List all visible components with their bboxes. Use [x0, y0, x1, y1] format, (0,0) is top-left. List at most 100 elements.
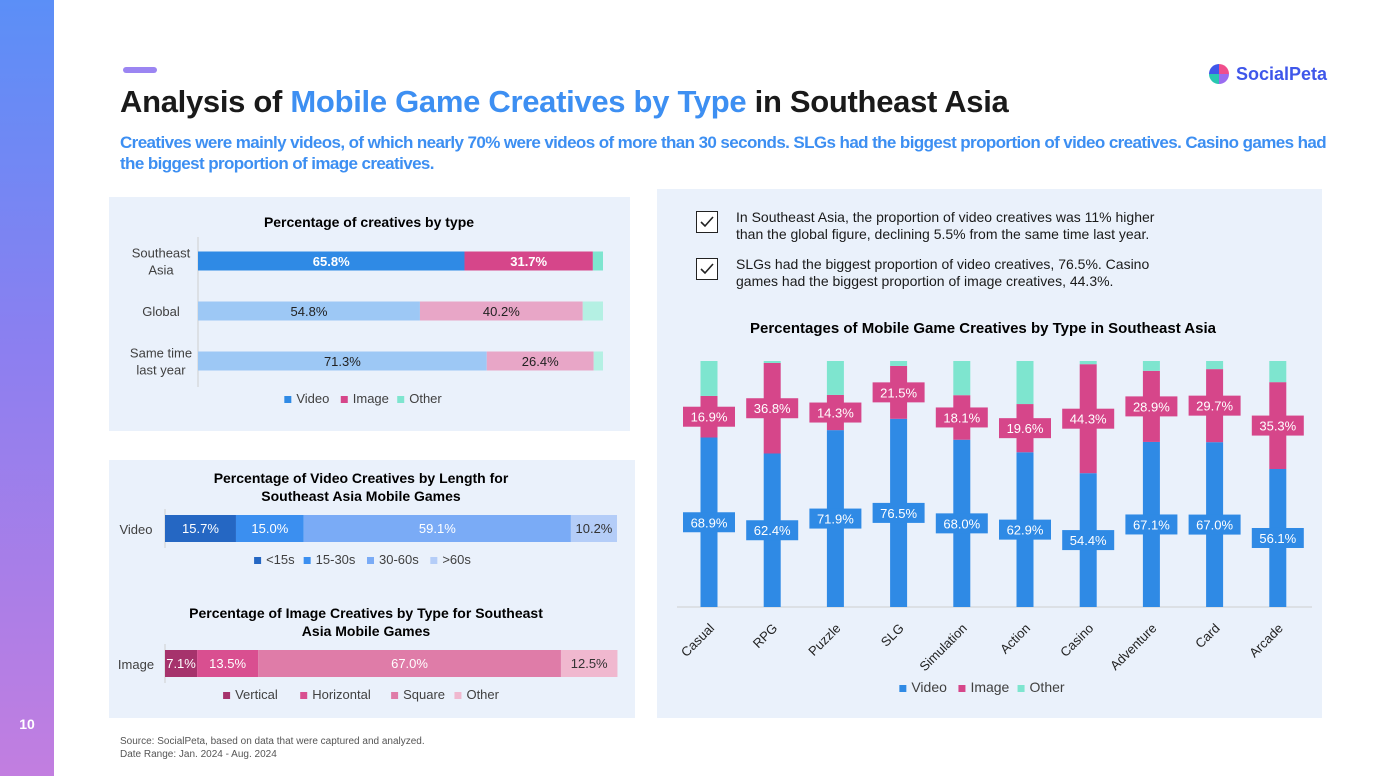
data-label-box	[1188, 514, 1241, 535]
data-label: 68.9%	[691, 515, 728, 530]
data-label: 14.3%	[817, 406, 854, 421]
bar-segment	[165, 650, 198, 677]
genre-breakdown-panel: Percentages of Mobile Game Creatives by …	[657, 189, 1322, 718]
data-label-box	[809, 508, 862, 529]
legend-swatch	[367, 557, 374, 564]
page-number: 10	[19, 716, 35, 732]
legend-swatch	[958, 685, 966, 692]
category-label: Adventure	[1107, 621, 1160, 674]
chart-title: Asia Mobile Games	[302, 623, 431, 639]
category-label: Same time	[130, 346, 192, 361]
chart-title: Southeast Asia Mobile Games	[261, 488, 461, 504]
data-label-box	[935, 513, 988, 534]
category-label: SLG	[878, 621, 907, 650]
source-note: Source: SocialPeta, based on data that w…	[120, 735, 425, 761]
bar-segment	[560, 650, 618, 677]
creatives-by-type-chart: Percentage of creatives by type Southeast…	[130, 214, 603, 406]
bar-segment	[953, 361, 971, 396]
data-label-box	[1251, 415, 1304, 436]
data-label: 10.2%	[576, 521, 613, 536]
category-label: last year	[136, 363, 186, 378]
data-label: 44.3%	[1070, 412, 1107, 427]
socialpeta-logo-icon	[1209, 64, 1229, 84]
video-image-breakdown-panel: Percentage of Video Creatives by Length …	[109, 460, 635, 718]
data-label-box	[1251, 527, 1304, 548]
socialpeta-logo: SocialPeta	[1208, 62, 1327, 86]
legend-swatch	[254, 557, 262, 564]
side-strip	[0, 0, 54, 776]
data-label-box	[1062, 530, 1115, 551]
legend-swatch	[454, 692, 462, 699]
data-label: 15.7%	[182, 521, 219, 536]
data-label: 67.0%	[1196, 518, 1233, 533]
legend-swatch	[284, 396, 292, 403]
bar-segment	[198, 301, 420, 321]
title-part-2: in Southeast Asia	[746, 84, 1009, 119]
bar-segment	[419, 301, 583, 321]
bar-segment	[592, 251, 603, 271]
legend-label: Horizontal	[312, 687, 371, 702]
legend-label: Video	[296, 391, 329, 406]
insight-row-1: In Southeast Asia, the proportion of vid…	[696, 209, 1176, 243]
legend-label: Other	[466, 687, 499, 702]
data-label: 59.1%	[419, 521, 456, 536]
legend-swatch	[1017, 685, 1025, 692]
bar-segment	[165, 515, 236, 542]
data-label: 62.9%	[1007, 523, 1044, 538]
bar-segment	[235, 515, 304, 542]
category-label: Simulation	[916, 621, 970, 675]
data-label: 26.4%	[522, 354, 559, 369]
bar-segment	[763, 361, 781, 363]
bar-segment	[303, 515, 571, 542]
insight-row-2: SLGs had the biggest proportion of video…	[696, 256, 1176, 290]
legend-label: Image	[970, 679, 1009, 695]
insight-text: SLGs had the biggest proportion of video…	[736, 256, 1150, 289]
page-title: Analysis of Mobile Game Creatives by Typ…	[120, 84, 1009, 120]
legend-swatch	[391, 692, 399, 699]
bar-segment	[486, 351, 594, 371]
category-label: Puzzle	[805, 621, 843, 659]
data-label-box	[935, 407, 988, 428]
legend-label: <15s	[266, 552, 295, 567]
category-label: Asia	[148, 263, 174, 278]
legend-label: >60s	[442, 552, 471, 567]
data-label-box	[872, 382, 925, 403]
bar-segment	[1016, 361, 1034, 405]
legend-swatch	[899, 685, 907, 692]
data-label: 12.5%	[571, 656, 608, 671]
data-label: 71.3%	[324, 354, 361, 369]
chart-title: Percentage of Video Creatives by Length …	[214, 470, 509, 486]
insight-text: In Southeast Asia, the proportion of vid…	[736, 209, 1155, 242]
title-accent-bar	[123, 67, 157, 73]
legend-label: Video	[911, 679, 947, 695]
data-label: 40.2%	[483, 304, 520, 319]
legend-label: Other	[1030, 679, 1065, 695]
bar-segment	[198, 251, 465, 271]
data-label: 7.1%	[166, 656, 196, 671]
source-line: Source: SocialPeta, based on data that w…	[120, 736, 425, 747]
bar-segment	[197, 650, 259, 677]
category-label: Southeast	[132, 246, 191, 261]
data-label: 71.9%	[817, 512, 854, 527]
chart-title: Percentage of Image Creatives by Type fo…	[189, 605, 543, 621]
legend-swatch	[430, 557, 438, 564]
legend-label: Square	[403, 687, 445, 702]
title-highlight: Mobile Game Creatives by Type	[290, 84, 747, 119]
category-label: Global	[142, 304, 180, 319]
category-label: Action	[997, 621, 1033, 657]
data-label: 29.7%	[1196, 399, 1233, 414]
bar-segment	[258, 650, 561, 677]
logo-text: SocialPeta	[1236, 63, 1328, 84]
chart-title: Percentages of Mobile Game Creatives by …	[750, 320, 1217, 337]
data-label-box	[746, 398, 799, 419]
category-label: Image	[118, 657, 154, 672]
category-label: Casual	[678, 620, 717, 659]
bar-segment	[826, 361, 844, 395]
data-label-box	[683, 512, 735, 533]
category-label: Arcade	[1246, 621, 1286, 661]
data-label: 28.9%	[1133, 399, 1170, 414]
data-label-box	[1125, 514, 1178, 535]
bar-segment	[570, 515, 617, 542]
legend-label: Vertical	[235, 687, 278, 702]
category-label: Casino	[1057, 621, 1096, 660]
